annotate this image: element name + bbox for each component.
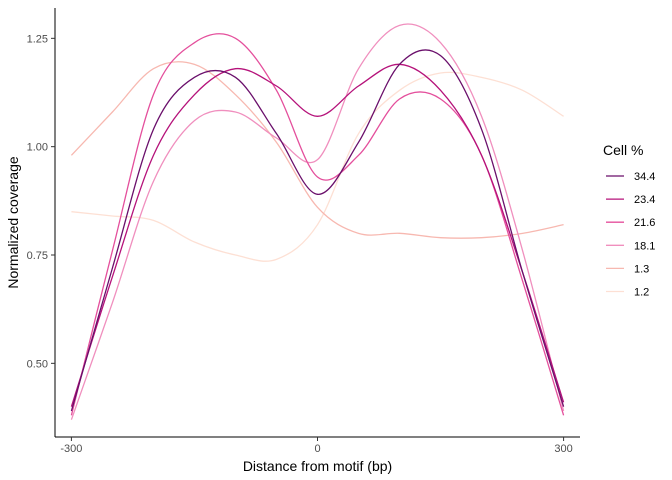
x-tick-label: 0 [314,443,320,455]
legend-items: 34.4 23.4 21.6 18.1 1.3 1.2 [606,171,655,299]
x-axis-title: Distance from motif (bp) [243,458,392,474]
series-line-18-1 [70,23,565,420]
legend-label: 23.4 [634,194,655,206]
x-tick-label: 300 [554,443,572,455]
y-axis-title: Normalized coverage [5,156,21,288]
x-tick-label: -300 [60,443,82,455]
legend-label: 1.2 [634,287,649,299]
x-axis-ticks: -300 0 300 [60,437,573,455]
y-tick-label: 0.75 [27,250,48,262]
legend-label: 1.3 [634,263,649,275]
plot-series [70,23,565,420]
legend-title: Cell % [603,142,643,158]
legend-label: 34.4 [634,171,655,183]
series-line-1-3 [70,61,564,239]
y-tick-label: 1.25 [27,33,48,45]
y-tick-label: 0.50 [27,358,48,370]
y-axis-ticks: 0.50 0.75 1.00 1.25 [27,33,55,370]
legend: Cell % 34.4 23.4 21.6 18.1 1.3 1.2 [603,142,655,299]
series-line-34-4 [70,49,565,412]
legend-label: 21.6 [634,217,655,229]
y-tick-label: 1.00 [27,142,48,154]
legend-label: 18.1 [634,240,655,252]
series-line-1-2 [71,71,564,262]
series-line-23-4 [70,63,565,407]
